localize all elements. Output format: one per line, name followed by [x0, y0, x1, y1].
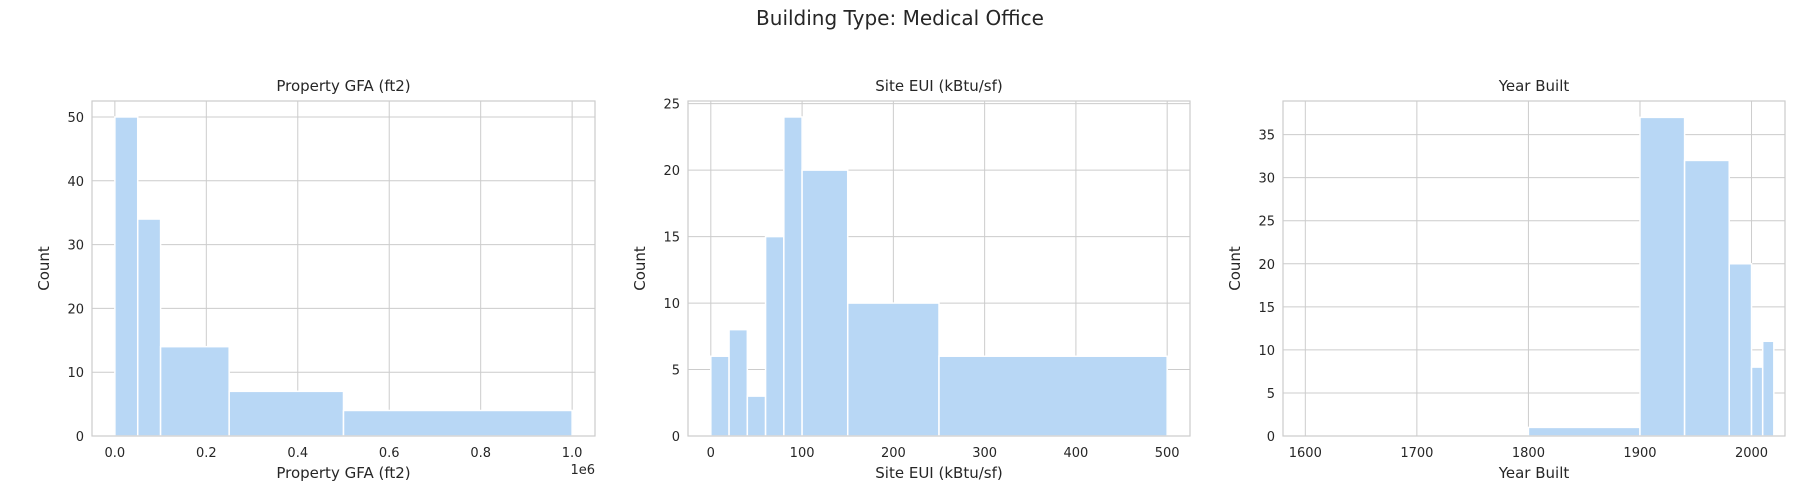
y-tick-label: 25 — [1258, 215, 1275, 230]
axes-frame — [1282, 100, 1786, 437]
x-tick-label: 200 — [881, 446, 906, 461]
x-tick-label: 500 — [1155, 446, 1180, 461]
axes-frame — [91, 100, 596, 437]
y-tick-label: 30 — [1258, 172, 1275, 187]
histogram-bar — [764, 235, 785, 437]
x-tick-label: 100 — [790, 446, 815, 461]
x-axis-label: Property GFA (ft2) — [276, 464, 410, 482]
subplot-2: 0 100 200 300 400 500 0 5 10 15 20 25 Site EUI (kBtu… — [631, 77, 1191, 482]
y-axis-label: Count — [631, 246, 649, 291]
histogram-bar — [938, 355, 1168, 437]
subplot-3: 1600 1700 1800 1900 2000 0 5 10 15 20 25 30 35 Year B… — [1226, 77, 1786, 482]
x-tick-label: 1700 — [1400, 446, 1433, 461]
y-tick-label: 30 — [67, 239, 84, 254]
y-tick-label: 40 — [67, 175, 84, 190]
subplot-title: Site EUI (kBtu/sf) — [875, 77, 1002, 95]
x-tick-label: 0.2 — [196, 446, 217, 461]
subplot-1: 0.0 0.2 0.4 0.6 0.8 1.0 0 10 20 30 40 50 Property GF… — [35, 77, 596, 482]
histogram-bar — [342, 409, 573, 437]
x-offset-label: 1e6 — [570, 463, 595, 478]
histogram-bar — [746, 395, 767, 437]
histogram-bar — [1527, 426, 1641, 437]
x-tick-label: 400 — [1063, 446, 1088, 461]
histogram-bar — [1683, 159, 1730, 437]
y-tick-label: 20 — [663, 164, 680, 179]
x-tick-label: 0.0 — [105, 446, 126, 461]
histogram-bar — [228, 390, 345, 437]
y-tick-label: 10 — [67, 366, 84, 381]
x-tick-label: 0.6 — [379, 446, 400, 461]
y-tick-label: 5 — [1267, 387, 1275, 402]
y-tick-label: 5 — [672, 364, 680, 379]
histogram-bar — [846, 302, 940, 437]
histogram-bar — [801, 169, 849, 437]
histogram-bar — [1728, 263, 1753, 437]
y-tick-label: 50 — [67, 111, 84, 126]
y-tick-label: 0 — [76, 430, 84, 445]
y-tick-label: 0 — [1267, 430, 1275, 445]
histogram-bar — [1639, 116, 1686, 437]
histogram-bar — [136, 218, 162, 437]
x-axis-label: Year Built — [1498, 464, 1570, 482]
x-tick-label: 300 — [972, 446, 997, 461]
histogram-bar — [783, 116, 803, 437]
x-tick-label: 1900 — [1623, 446, 1656, 461]
axes-frame — [687, 100, 1191, 437]
y-tick-label: 35 — [1258, 129, 1275, 144]
y-axis-label: Count — [35, 246, 53, 291]
x-axis-label: Site EUI (kBtu/sf) — [875, 464, 1002, 482]
y-tick-label: 0 — [672, 430, 680, 445]
figure-suptitle: Building Type: Medical Office — [756, 6, 1044, 30]
y-tick-label: 15 — [663, 231, 680, 246]
y-tick-label: 10 — [663, 297, 680, 312]
x-tick-label: 0.8 — [470, 446, 491, 461]
x-tick-label: 1.0 — [562, 446, 583, 461]
histogram-bar — [728, 328, 749, 437]
y-axis-label: Count — [1226, 246, 1244, 291]
x-tick-label: 0.4 — [287, 446, 308, 461]
histogram-bar — [1761, 340, 1775, 437]
subplot-title: Year Built — [1498, 77, 1570, 95]
y-tick-label: 25 — [663, 98, 680, 113]
histogram-bar — [710, 355, 730, 437]
x-tick-label: 2000 — [1735, 446, 1768, 461]
subplot-title: Property GFA (ft2) — [276, 77, 410, 95]
histogram-bar — [1750, 366, 1764, 437]
y-tick-label: 15 — [1258, 301, 1275, 316]
y-tick-label: 10 — [1258, 344, 1275, 359]
histogram-bar — [159, 345, 230, 437]
x-tick-label: 1800 — [1512, 446, 1545, 461]
y-tick-label: 20 — [1258, 258, 1275, 273]
x-tick-label: 1600 — [1289, 446, 1322, 461]
x-tick-label: 0 — [707, 446, 715, 461]
histogram-bar — [114, 116, 139, 437]
y-tick-label: 20 — [67, 302, 84, 317]
